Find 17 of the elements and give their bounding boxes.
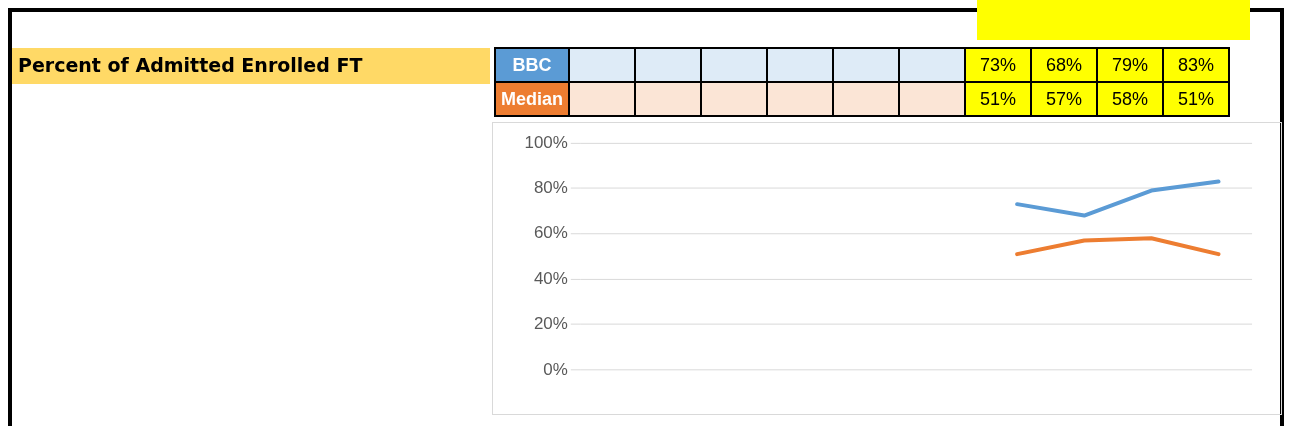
y-tick-label: 60% (533, 223, 568, 243)
data-label: 68% (1031, 48, 1097, 82)
data-label: 73% (965, 48, 1031, 82)
data-label: 83% (1163, 48, 1229, 82)
data-label: 58% (1097, 82, 1163, 116)
y-tick-label: 80% (533, 177, 568, 197)
y-tick-label: 40% (533, 268, 568, 288)
data-label: 51% (965, 82, 1031, 116)
data-label: 51% (1163, 82, 1229, 116)
data-label: 79% (1097, 48, 1163, 82)
y-tick-label: 0% (543, 359, 568, 379)
y-tick-label: 20% (533, 314, 568, 334)
text: Percent of Admitted Enrolled FT (12, 48, 490, 84)
y-tick-label: 100% (524, 132, 568, 152)
text: BBC (495, 48, 569, 82)
data-label: 57% (1031, 82, 1097, 116)
text: Median (495, 82, 569, 116)
